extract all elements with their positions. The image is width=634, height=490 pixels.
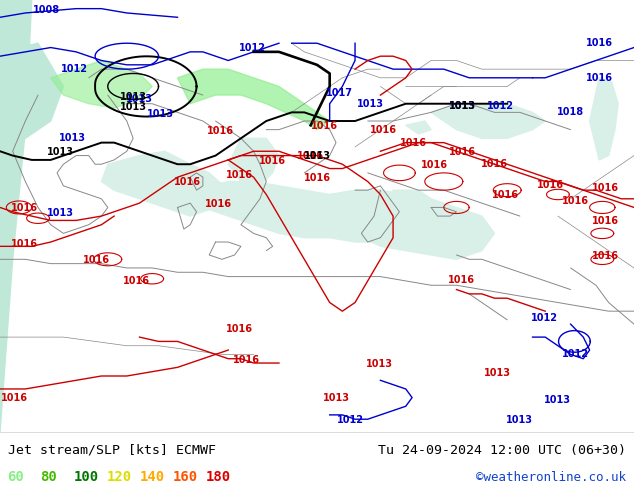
Text: 1013: 1013 (120, 92, 146, 102)
Text: 1016: 1016 (448, 275, 475, 285)
Text: 1013: 1013 (304, 151, 330, 161)
Text: 1016: 1016 (450, 147, 476, 157)
Text: 1013: 1013 (323, 393, 349, 403)
Text: 1016: 1016 (205, 199, 232, 209)
Text: 1013: 1013 (545, 395, 571, 405)
Polygon shape (101, 151, 228, 216)
Text: 1017: 1017 (326, 88, 353, 98)
Polygon shape (0, 43, 63, 138)
Text: 1013: 1013 (60, 133, 86, 143)
Text: 1016: 1016 (304, 173, 330, 183)
Text: 160: 160 (172, 470, 198, 484)
Text: 1013: 1013 (120, 102, 146, 112)
Text: 1013: 1013 (450, 101, 476, 111)
Text: 60: 60 (8, 470, 24, 484)
Text: 100: 100 (74, 470, 99, 484)
Text: 180: 180 (205, 470, 231, 484)
Text: 1013: 1013 (358, 98, 384, 109)
Text: 1016: 1016 (400, 139, 427, 148)
Text: 1016: 1016 (226, 170, 253, 180)
Text: 1016: 1016 (592, 251, 619, 261)
Text: 1016: 1016 (370, 124, 397, 135)
Polygon shape (51, 60, 152, 108)
Text: 1016: 1016 (562, 196, 589, 206)
Text: ©weatheronline.co.uk: ©weatheronline.co.uk (476, 471, 626, 484)
Text: 1016: 1016 (174, 177, 200, 187)
Text: 1016: 1016 (83, 255, 110, 265)
Text: 1016: 1016 (592, 183, 619, 193)
Text: 80: 80 (41, 470, 57, 484)
Text: 1016: 1016 (233, 355, 259, 365)
Text: 1012: 1012 (531, 313, 557, 322)
Text: 1008: 1008 (33, 4, 60, 15)
Text: 1016: 1016 (11, 203, 37, 213)
Text: 1013: 1013 (366, 359, 392, 369)
Polygon shape (380, 190, 444, 242)
Polygon shape (228, 138, 279, 186)
Text: 1013: 1013 (126, 95, 153, 104)
Text: Tu 24-09-2024 12:00 UTC (06+30): Tu 24-09-2024 12:00 UTC (06+30) (378, 444, 626, 457)
Text: 1016: 1016 (592, 216, 619, 226)
Text: 1016: 1016 (259, 156, 286, 166)
Text: 1016: 1016 (226, 324, 253, 334)
Text: Jet stream/SLP [kts] ECMWF: Jet stream/SLP [kts] ECMWF (8, 444, 216, 457)
Text: 1013: 1013 (450, 101, 476, 111)
Text: 1016: 1016 (421, 160, 448, 170)
Text: 120: 120 (107, 470, 132, 484)
Text: 1016: 1016 (1, 392, 27, 403)
Polygon shape (330, 190, 495, 259)
Polygon shape (431, 104, 545, 138)
Text: 1018: 1018 (557, 107, 584, 118)
Text: 1016: 1016 (123, 276, 150, 286)
Text: 1012: 1012 (61, 64, 88, 74)
Polygon shape (590, 78, 618, 160)
Text: 1016: 1016 (297, 151, 324, 161)
Text: 1012: 1012 (562, 349, 589, 359)
Polygon shape (406, 121, 431, 134)
Polygon shape (0, 0, 32, 432)
Text: 1013: 1013 (507, 415, 533, 425)
Text: 1013: 1013 (484, 368, 511, 377)
Text: 1013: 1013 (47, 208, 74, 218)
Text: 1016: 1016 (311, 121, 338, 131)
Polygon shape (165, 181, 418, 242)
Text: 140: 140 (139, 470, 165, 484)
Text: 1016: 1016 (207, 125, 234, 136)
Text: 1016: 1016 (537, 180, 564, 190)
Text: 1016: 1016 (493, 190, 519, 200)
Text: 1016: 1016 (11, 239, 37, 249)
Text: 1016: 1016 (586, 73, 612, 83)
Text: 1012: 1012 (239, 43, 266, 52)
Text: 1012: 1012 (488, 101, 514, 111)
Text: 1012: 1012 (337, 415, 363, 425)
Text: 1013: 1013 (147, 109, 174, 119)
Text: 1013: 1013 (47, 147, 74, 157)
Text: 1016: 1016 (586, 38, 612, 48)
Text: 1016: 1016 (481, 159, 508, 169)
Polygon shape (178, 69, 330, 130)
